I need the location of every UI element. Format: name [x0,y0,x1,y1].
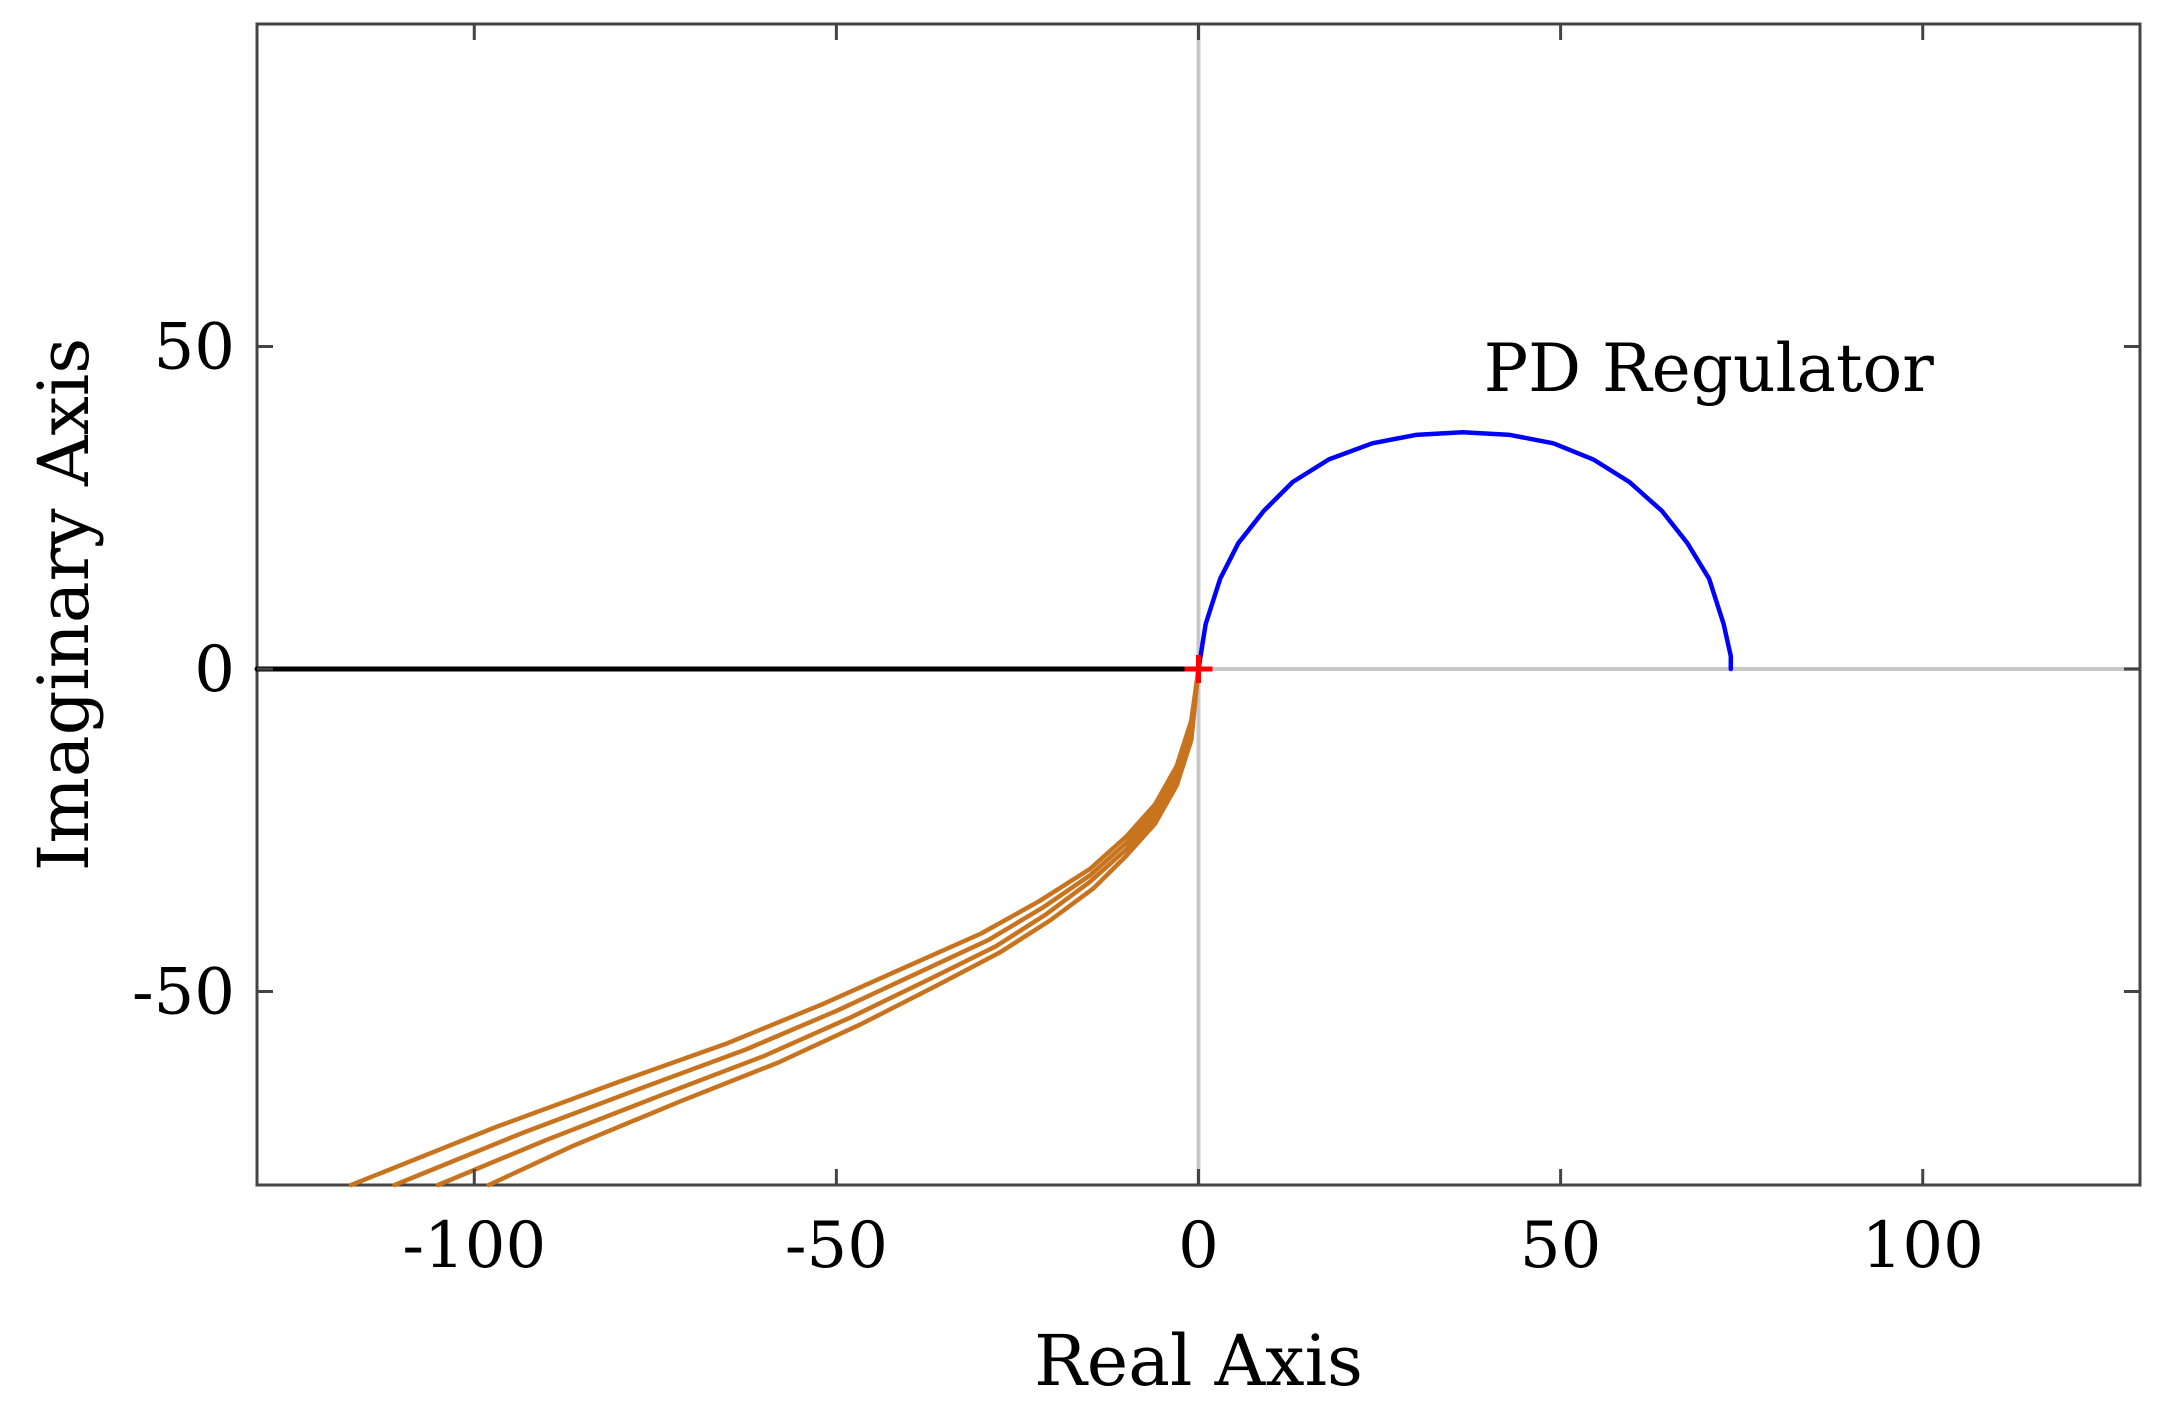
origin-marker [1184,655,1213,683]
x-tick-label: 50 [1520,1209,1601,1283]
x-tick-label: 100 [1862,1209,1984,1283]
series-layer [254,430,1734,1188]
y-axis-label: Imaginary Axis [23,338,105,871]
x-tick-label: 0 [1178,1209,1219,1283]
x-tick-label: -100 [402,1209,546,1283]
tick-labels: -100 -50 0 50 100 -50 0 50 [132,24,2140,1283]
annotation-label: PD Regulator [1484,330,1935,407]
plot-area [255,22,2142,1187]
y-tick-label: -50 [132,956,235,1030]
series-line-3 [392,666,1201,1188]
series-line-2 [348,666,1201,1188]
x-axis-label: Real Axis [1034,1320,1363,1402]
x-tick-label: -50 [785,1209,888,1283]
y-tick-label: 50 [154,311,235,385]
y-tick-label: 0 [194,633,235,707]
series-line-5 [486,666,1201,1188]
series-line-4 [435,666,1201,1188]
series-line-0 [1196,430,1734,672]
